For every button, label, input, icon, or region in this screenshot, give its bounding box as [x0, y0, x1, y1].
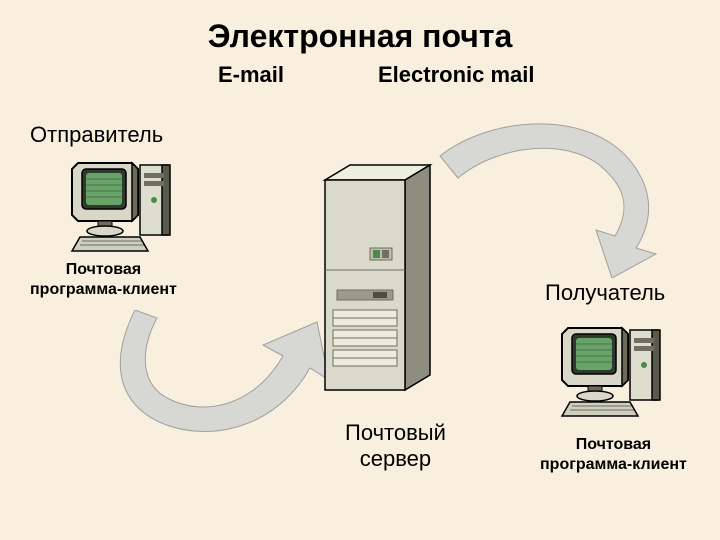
sender-computer-icon	[70, 155, 180, 260]
receiver-caption: Почтовая программа-клиент	[540, 435, 687, 475]
sender-label: Отправитель	[30, 122, 163, 148]
subtitle-electronic-mail: Electronic mail	[378, 62, 535, 88]
page-title: Электронная почта	[0, 18, 720, 55]
arrow-server-to-receiver	[420, 108, 680, 278]
sender-caption: Почтовая программа-клиент	[30, 260, 177, 300]
receiver-computer-icon	[560, 320, 670, 425]
server-label: Почтовый сервер	[345, 420, 446, 473]
receiver-label: Получатель	[545, 280, 665, 306]
subtitle-email: E-mail	[218, 62, 284, 88]
